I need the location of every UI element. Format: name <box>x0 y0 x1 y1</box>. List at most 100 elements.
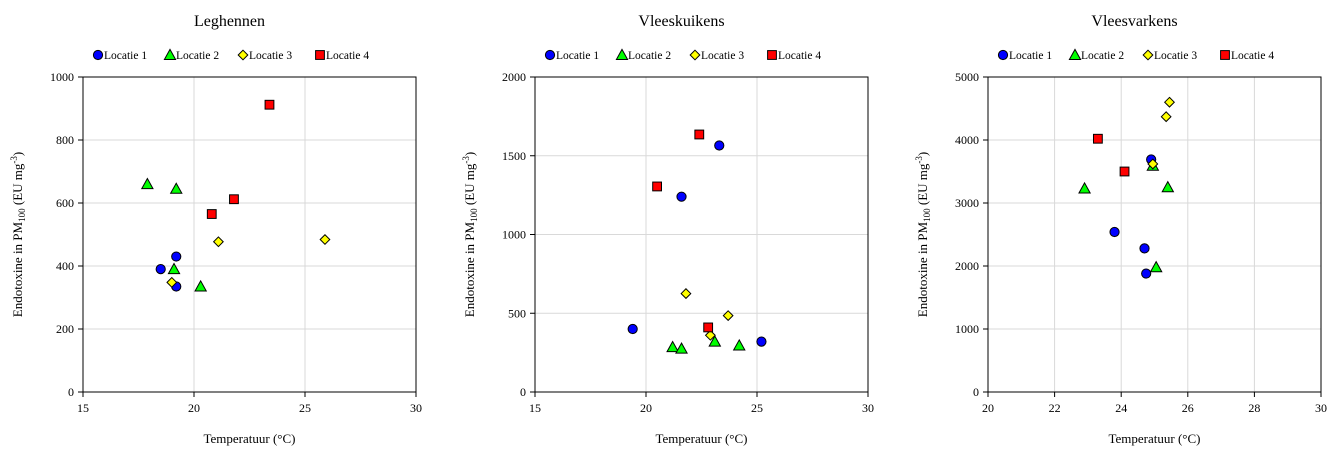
data-point <box>1141 268 1152 279</box>
gridlines <box>987 76 1322 393</box>
y-axis-label: Endotoxine in PM100 (EU mg-3) <box>461 152 479 317</box>
x-tick-label: 25 <box>299 401 311 415</box>
y-tick-label: 400 <box>56 259 74 273</box>
data-point <box>1161 180 1175 193</box>
data-points <box>1078 96 1175 279</box>
data-point <box>140 177 154 190</box>
x-tick-label: 25 <box>751 401 763 415</box>
series-locatie-3 <box>680 288 734 341</box>
legend-marker-diamond <box>1142 49 1154 61</box>
series-locatie-3 <box>1147 96 1175 170</box>
legend-item-locatie-3: Locatie 3 <box>237 49 292 62</box>
y-tick-label: 1000 <box>502 228 526 242</box>
legend-item-locatie-4: Locatie 4 <box>315 50 369 62</box>
plot-area <box>82 76 417 393</box>
legend-item-locatie-3: Locatie 3 <box>689 49 744 62</box>
data-point <box>1092 133 1103 144</box>
y-axis-label: Endotoxine in PM100 (EU mg-3) <box>914 152 932 317</box>
legend-label: Locatie 4 <box>1231 50 1274 62</box>
data-point <box>1163 96 1175 108</box>
legend-marker-triangle <box>163 48 177 60</box>
legend-label: Locatie 4 <box>778 50 821 62</box>
data-point <box>714 140 725 151</box>
data-point <box>212 236 224 248</box>
y-tick-label: 2000 <box>502 70 526 84</box>
series-locatie-3 <box>166 234 331 288</box>
legend-marker-circle <box>997 49 1009 61</box>
data-point <box>676 191 687 202</box>
legend-label: Locatie 1 <box>104 50 147 62</box>
series-locatie-2 <box>1078 159 1175 273</box>
series-locatie-1 <box>1109 154 1157 279</box>
chart-title: Vleeskuikens <box>638 13 724 30</box>
y-tick-label: 600 <box>56 196 74 210</box>
legend-label: Locatie 3 <box>701 50 744 62</box>
data-point <box>167 262 181 275</box>
y-tick-label: 0 <box>973 385 979 399</box>
y-tick-label: 500 <box>508 306 526 320</box>
legend-item-locatie-2: Locatie 2 <box>615 48 671 62</box>
legend-item-locatie-2: Locatie 2 <box>1068 48 1124 62</box>
legend-marker-square <box>315 50 325 60</box>
data-point <box>675 342 688 354</box>
data-points <box>140 99 331 292</box>
data-point <box>732 338 746 351</box>
gridlines <box>82 76 417 393</box>
legend-item-locatie-1: Locatie 1 <box>997 49 1052 62</box>
x-tick-label: 22 <box>1049 401 1061 415</box>
legend-marker-circle <box>92 49 104 61</box>
x-tick-label: 20 <box>640 401 652 415</box>
y-axis-label: Endotoxine in PM100 (EU mg-3) <box>9 152 27 317</box>
legend-item-locatie-3: Locatie 3 <box>1142 49 1197 62</box>
y-tick-label: 2000 <box>955 259 979 273</box>
data-point <box>1139 243 1150 254</box>
series-locatie-1 <box>627 140 767 347</box>
data-point <box>206 209 217 219</box>
data-point <box>166 276 178 288</box>
data-point <box>722 310 734 322</box>
legend: Locatie 1 Locatie 2 Locatie 3 Locatie 4 <box>92 48 369 62</box>
legend-label: Locatie 4 <box>326 50 369 62</box>
legend-item-locatie-1: Locatie 1 <box>92 49 147 62</box>
data-point <box>264 99 275 110</box>
x-tick-label: 15 <box>529 401 541 415</box>
series-locatie-4 <box>1092 133 1130 177</box>
legend-marker-triangle <box>615 48 629 60</box>
x-axis-label: Temperatuur (°C) <box>1108 431 1200 446</box>
legend-marker-diamond <box>689 49 701 61</box>
legend-item-locatie-2: Locatie 2 <box>163 48 219 62</box>
data-point <box>1147 158 1159 170</box>
legend-label: Locatie 1 <box>1009 50 1052 62</box>
data-point <box>756 336 767 347</box>
legend-item-locatie-4: Locatie 4 <box>767 50 821 62</box>
x-tick-label: 30 <box>410 401 422 415</box>
data-point <box>703 322 714 333</box>
legend-label: Locatie 1 <box>556 50 599 62</box>
y-tick-label: 1000 <box>955 322 979 336</box>
data-points <box>627 129 767 354</box>
y-tick-label: 200 <box>56 322 74 336</box>
x-axis-label: Temperatuur (°C) <box>203 431 295 446</box>
x-tick-label: 28 <box>1248 401 1260 415</box>
y-tick-label: 0 <box>520 385 526 399</box>
legend-label: Locatie 2 <box>176 50 219 62</box>
data-point <box>708 334 722 347</box>
chart-panel-leghennen: Leghennen Locatie 1 Locatie 2 Locatie 3 Loca… <box>0 0 446 450</box>
legend-item-locatie-4: Locatie 4 <box>1220 50 1274 62</box>
chart-panel-vleeskuikens: Vleeskuikens Locatie 1 Locatie 2 Locatie 3 L… <box>452 0 898 450</box>
data-point <box>319 234 331 246</box>
legend-label: Locatie 2 <box>628 50 671 62</box>
legend-marker-circle <box>544 49 556 61</box>
data-point <box>627 323 638 335</box>
y-tick-label: 5000 <box>955 70 979 84</box>
legend-marker-square <box>1220 50 1230 60</box>
scatter-plot: Vleeskuikens Locatie 1 Locatie 2 Locatie 3 L… <box>461 13 874 446</box>
legend-marker-triangle <box>1068 48 1082 60</box>
x-tick-label: 30 <box>1315 401 1327 415</box>
y-tick-label: 4000 <box>955 133 979 147</box>
series-locatie-2 <box>666 334 746 354</box>
series-locatie-4 <box>652 129 714 333</box>
data-point <box>229 194 239 205</box>
legend-label: Locatie 3 <box>249 50 292 62</box>
